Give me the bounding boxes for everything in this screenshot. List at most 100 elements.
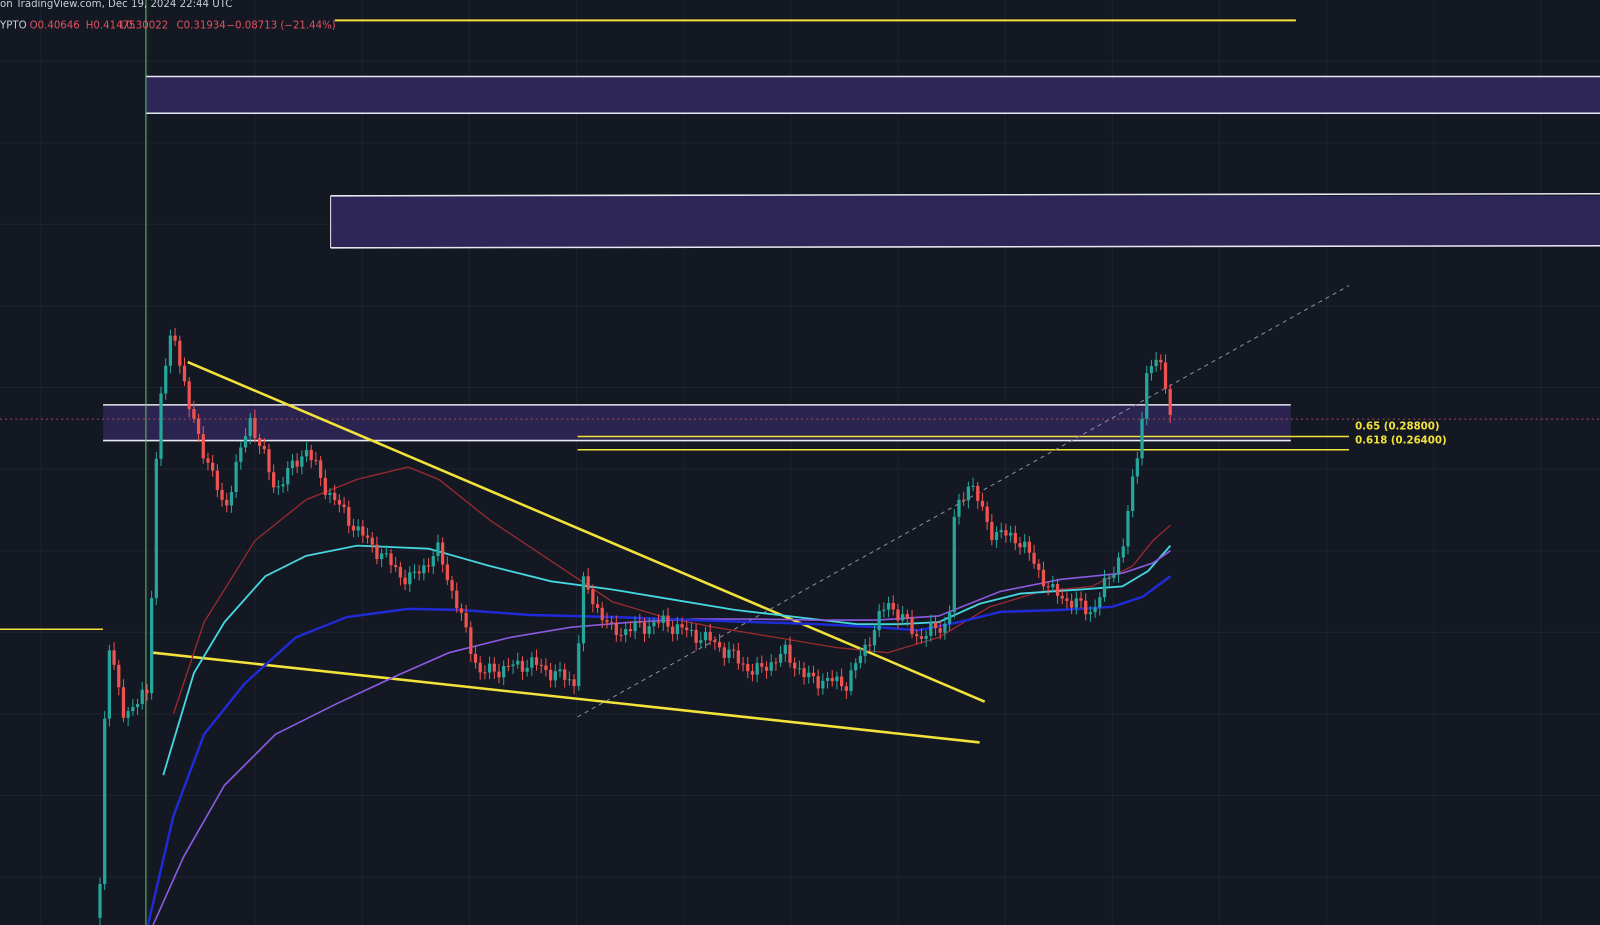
candle-body bbox=[187, 381, 191, 409]
candle-body bbox=[1060, 595, 1064, 599]
candle-body bbox=[947, 612, 952, 624]
candle-body bbox=[107, 650, 112, 719]
candle-body bbox=[1159, 359, 1163, 363]
candle-body bbox=[619, 634, 623, 636]
candle-body bbox=[478, 662, 482, 673]
candle-body bbox=[206, 458, 210, 463]
candle-body bbox=[192, 408, 196, 419]
candle-body bbox=[544, 665, 548, 670]
candle-body bbox=[314, 460, 318, 462]
candle-body bbox=[1018, 543, 1022, 548]
candle-body bbox=[215, 470, 219, 490]
candle-body bbox=[732, 649, 736, 651]
candle-body bbox=[642, 622, 647, 634]
candle-body bbox=[459, 608, 464, 613]
candle-body bbox=[539, 664, 543, 666]
candle-body bbox=[1074, 598, 1078, 608]
candle-body bbox=[333, 492, 337, 500]
candle-body bbox=[882, 609, 886, 611]
candle-body bbox=[933, 622, 938, 629]
candle-body bbox=[595, 604, 600, 608]
candle-body bbox=[351, 525, 356, 531]
candle-body bbox=[483, 672, 487, 674]
candle-body bbox=[797, 668, 802, 670]
candle-body bbox=[239, 447, 243, 462]
candle-body bbox=[952, 516, 956, 613]
candle-body bbox=[577, 643, 581, 687]
source-text: on TradingView.com, Dec 19, 2024 22:44 U… bbox=[0, 0, 232, 10]
candle-body bbox=[807, 672, 811, 678]
candle-body bbox=[647, 626, 651, 634]
candle-body bbox=[502, 665, 506, 678]
candle-body bbox=[774, 662, 778, 664]
fib-label: 0.65 (0.28800) bbox=[1355, 421, 1439, 432]
candle-body bbox=[844, 686, 848, 691]
candle-body bbox=[863, 644, 867, 656]
candle-body bbox=[1102, 577, 1107, 598]
candle-body bbox=[229, 492, 234, 506]
candle-body bbox=[487, 663, 492, 673]
candle-body bbox=[272, 472, 276, 488]
candle-body bbox=[1098, 597, 1102, 608]
candle-body bbox=[1046, 586, 1050, 588]
candle-body bbox=[445, 564, 449, 581]
zone bbox=[103, 404, 1291, 441]
candle-body bbox=[328, 492, 332, 496]
zone bbox=[145, 76, 1600, 114]
candle-body bbox=[267, 449, 271, 473]
candle-body bbox=[441, 542, 445, 565]
candle-body bbox=[811, 672, 816, 677]
candle-body bbox=[323, 477, 327, 496]
candle-body bbox=[741, 663, 745, 665]
candle-body bbox=[506, 665, 511, 667]
candle-body bbox=[422, 565, 426, 574]
candle-body bbox=[464, 612, 468, 628]
candle-body bbox=[178, 340, 182, 366]
candle-body bbox=[276, 486, 281, 488]
candle-body bbox=[671, 626, 675, 634]
moving-average bbox=[172, 466, 1171, 715]
candle-body bbox=[886, 602, 891, 610]
candle-body bbox=[605, 620, 609, 623]
candle-body bbox=[994, 532, 999, 541]
candle-body bbox=[150, 598, 154, 694]
candle-body bbox=[957, 499, 961, 517]
candle-body bbox=[1027, 541, 1032, 553]
candle-body bbox=[868, 644, 872, 646]
candle-body bbox=[234, 461, 238, 493]
candle-body bbox=[511, 664, 515, 666]
candle-body bbox=[365, 535, 370, 538]
candle-body bbox=[220, 489, 224, 500]
zone-edge bbox=[330, 245, 1600, 249]
candle-body bbox=[126, 711, 130, 718]
candle-body bbox=[610, 622, 614, 624]
candle-body bbox=[586, 576, 590, 590]
candle-body bbox=[182, 365, 187, 382]
candle-body bbox=[910, 618, 914, 635]
candle-body bbox=[685, 627, 689, 631]
candle-body bbox=[905, 614, 909, 619]
candle-body bbox=[581, 576, 586, 644]
ohlc-high: H0.41475 bbox=[86, 20, 136, 31]
candle-body bbox=[938, 628, 942, 633]
candle-body bbox=[159, 393, 163, 459]
candle-body bbox=[426, 565, 431, 567]
candle-body bbox=[196, 418, 201, 434]
candle-body bbox=[727, 649, 731, 658]
candle-body bbox=[661, 615, 665, 623]
candle-body bbox=[389, 553, 393, 566]
candle-body bbox=[112, 650, 116, 665]
candle-body bbox=[558, 669, 562, 672]
candle-body bbox=[1088, 612, 1093, 615]
candle-body bbox=[1008, 532, 1013, 536]
candle-body bbox=[901, 614, 905, 621]
candle-body bbox=[966, 486, 971, 501]
candle-body bbox=[830, 677, 834, 682]
candle-body bbox=[1135, 458, 1139, 477]
ohlc-low: L0.30022 bbox=[120, 20, 168, 31]
candle-body bbox=[567, 679, 572, 681]
ohlc-close: C0.31934 bbox=[177, 20, 226, 31]
candle-body bbox=[1121, 546, 1125, 558]
